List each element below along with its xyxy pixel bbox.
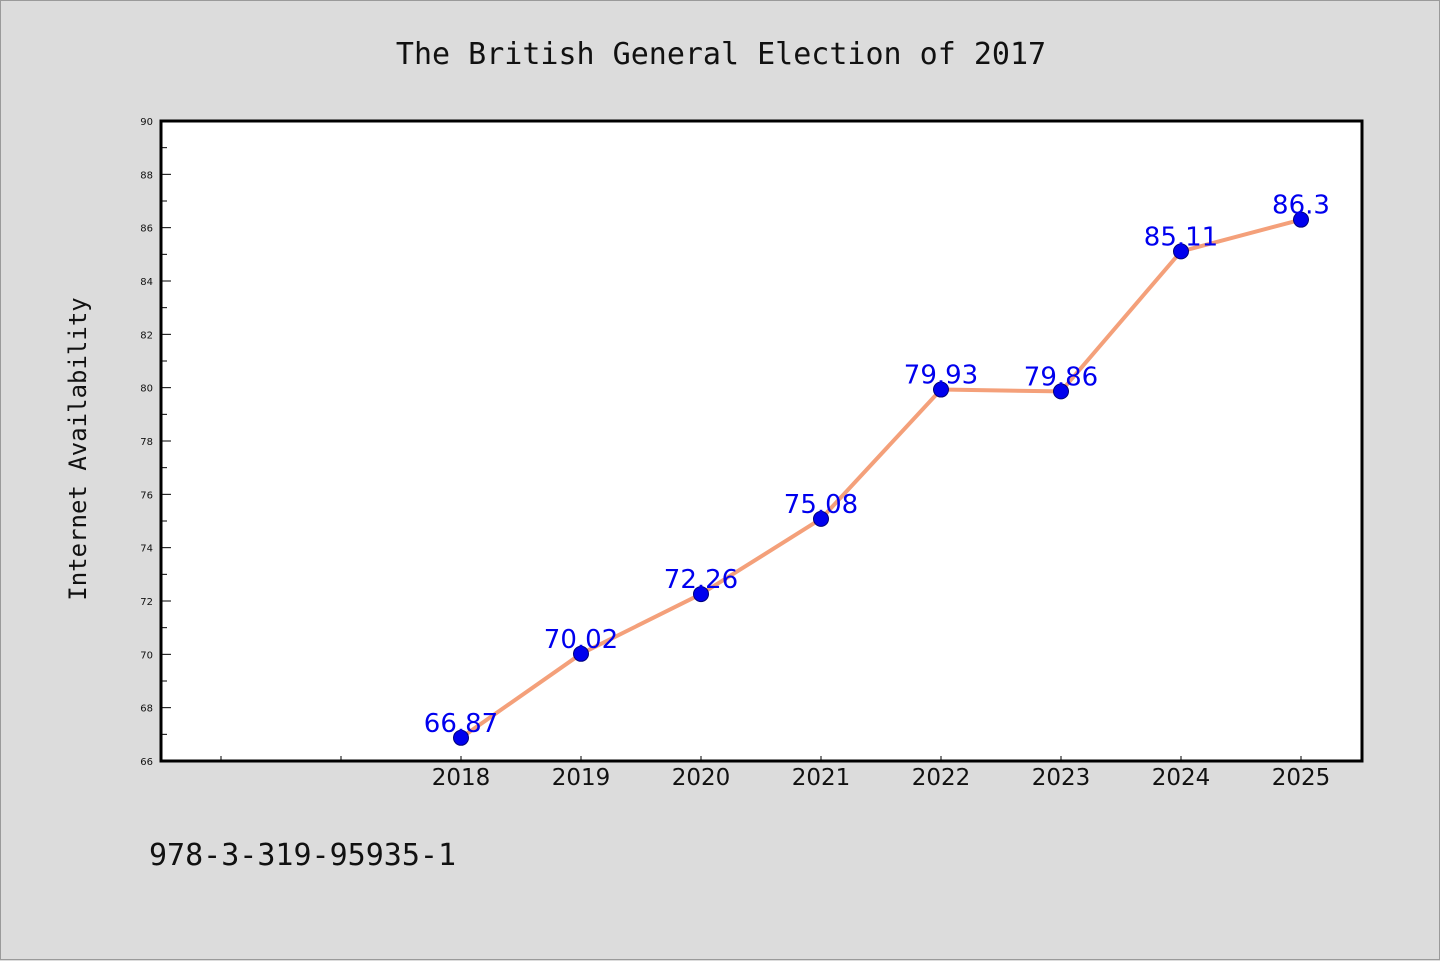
data-label: 75.08	[784, 490, 858, 520]
y-tick-label: 78	[140, 437, 153, 448]
y-axis-label: Internet Availability	[64, 297, 92, 600]
data-label: 86.3	[1272, 191, 1330, 221]
y-tick-label: 86	[140, 224, 153, 235]
x-tick-label: 2022	[912, 765, 971, 791]
data-label: 72.26	[664, 565, 738, 595]
data-point	[573, 645, 589, 662]
y-tick-label: 88	[140, 170, 153, 181]
y-tick-label: 76	[140, 490, 153, 501]
x-tick-label: 2019	[552, 765, 611, 791]
data-label: 79.93	[904, 361, 978, 391]
y-tick-label: 74	[140, 544, 153, 555]
series-layer: 66.87 70.02 72.26 75.08 79.93 79.86 85.11 86.3	[424, 191, 1330, 746]
chart-title: The British General Election of 2017	[396, 37, 1046, 72]
data-point	[1173, 243, 1189, 260]
y-tick-label: 80	[140, 384, 153, 395]
y-tick-label: 68	[140, 704, 153, 715]
isbn-caption: 978-3-319-95935-1	[149, 838, 456, 873]
data-label: 66.87	[424, 709, 498, 739]
plot-area	[161, 121, 1362, 761]
axis-ticks: 66 68 70 72 74 76 78 80 82 84 86 88 90 2018 2019 2020 20…	[140, 117, 1330, 791]
y-tick-label: 66	[140, 757, 153, 768]
x-tick-label: 2025	[1272, 765, 1331, 791]
series-line	[459, 217, 1302, 740]
data-point	[1053, 383, 1069, 400]
y-tick-label: 72	[140, 597, 153, 608]
data-label: 79.86	[1024, 362, 1098, 392]
x-tick-label: 2021	[792, 765, 851, 791]
x-tick-label: 2020	[672, 765, 731, 791]
data-point	[1293, 211, 1309, 228]
x-tick-label: 2018	[432, 765, 491, 791]
plot-frame	[159, 119, 1364, 763]
data-point	[453, 729, 469, 746]
data-point	[933, 381, 949, 398]
data-point	[813, 510, 829, 527]
data-point	[693, 586, 709, 603]
y-tick-label: 70	[140, 650, 153, 661]
y-tick-label: 84	[140, 277, 153, 288]
data-label: 70.02	[544, 625, 618, 655]
y-tick-label: 82	[140, 330, 153, 341]
data-label: 85.11	[1144, 222, 1218, 252]
x-tick-label: 2024	[1152, 765, 1211, 791]
x-tick-label: 2023	[1032, 765, 1091, 791]
y-tick-label: 90	[140, 117, 153, 128]
